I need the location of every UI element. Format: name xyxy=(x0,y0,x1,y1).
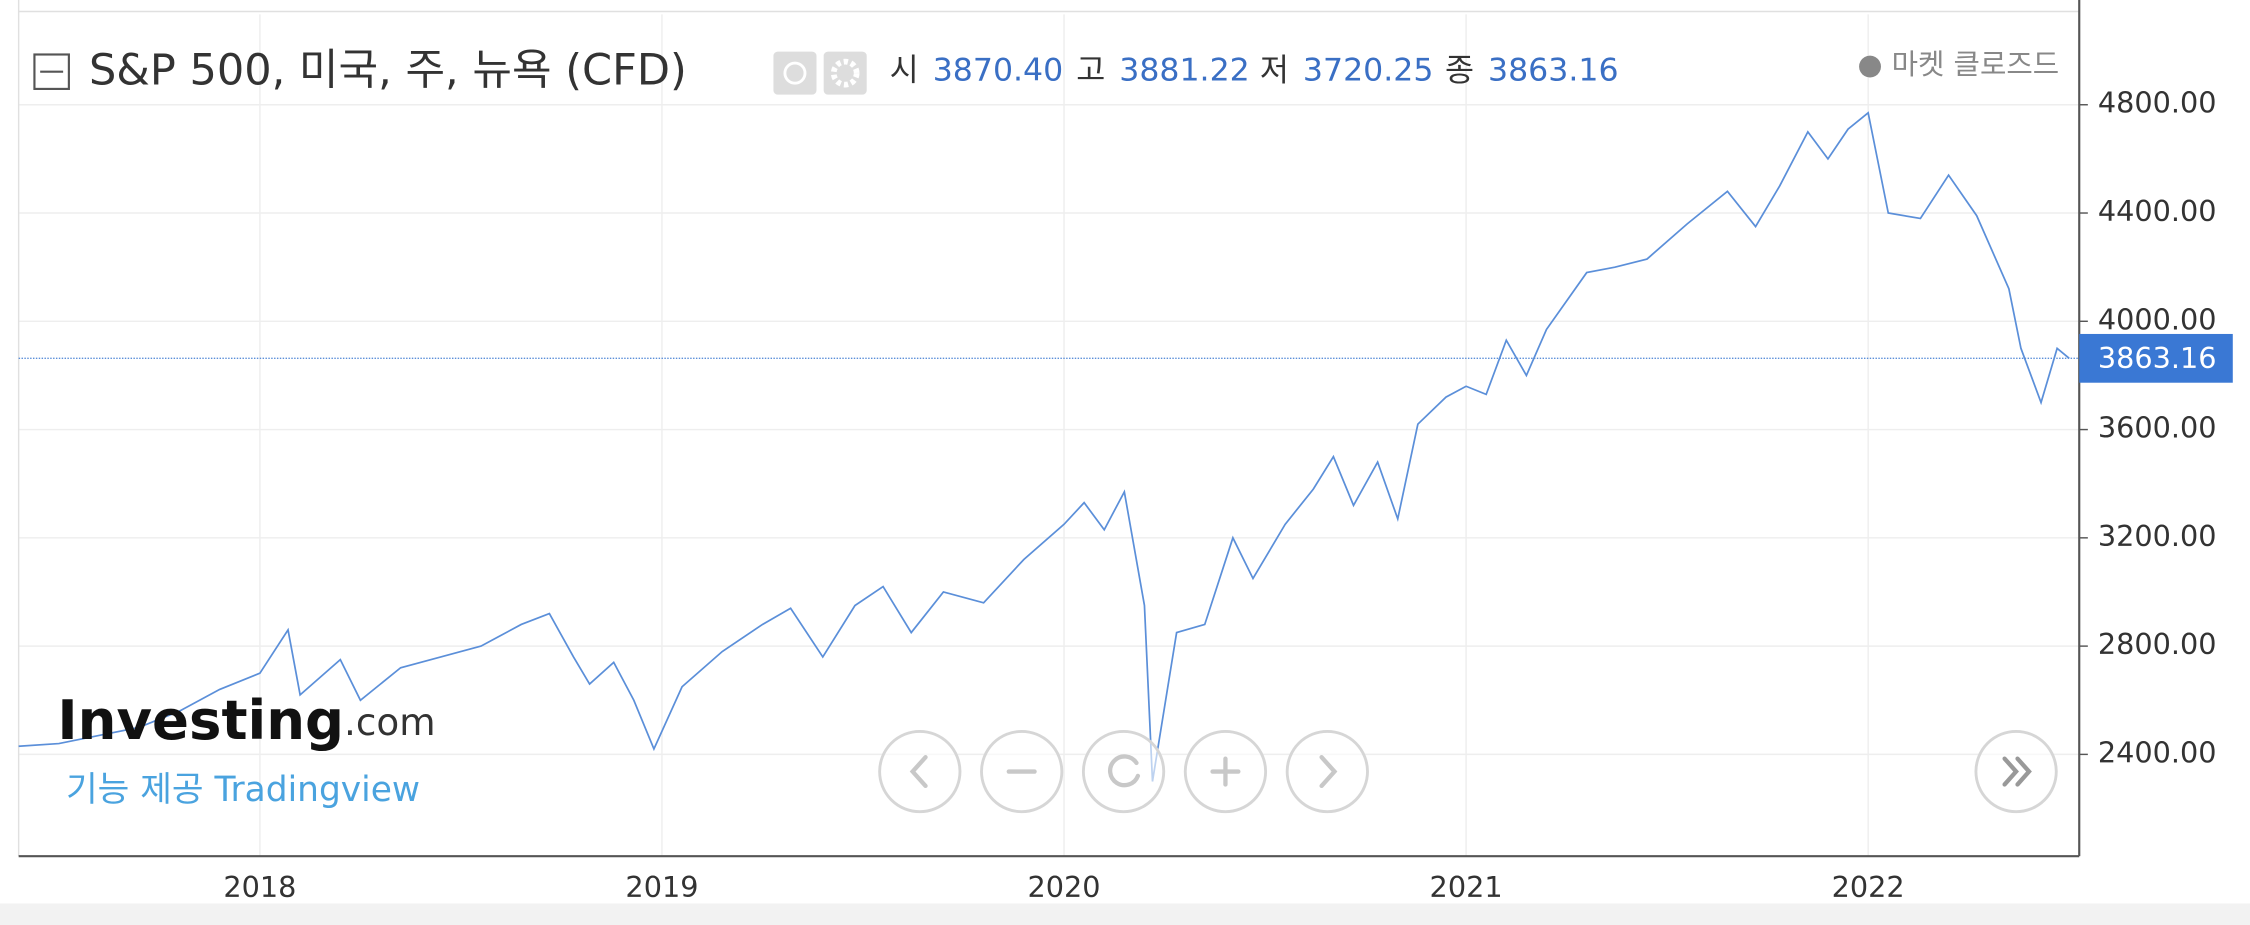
x-tick-label: 2021 xyxy=(1430,870,1503,904)
reset-icon xyxy=(1107,754,1141,788)
y-tick-label: 4000.00 xyxy=(2098,302,2217,336)
visibility-button[interactable] xyxy=(773,51,817,95)
x-tick-label: 2020 xyxy=(1028,870,1101,904)
plus-icon xyxy=(1210,756,1241,787)
symbol-title: S&P 500, 미국, 주, 뉴욕 (CFD) xyxy=(89,46,687,96)
ohlc-label: 시 xyxy=(890,53,919,89)
x-tick-label: 2022 xyxy=(1832,870,1905,904)
y-tick-label: 4800.00 xyxy=(2098,86,2217,120)
ohlc-label: 종 xyxy=(1445,53,1474,89)
left-icon xyxy=(909,755,928,789)
footer-band xyxy=(0,903,2250,925)
scroll-right-button[interactable] xyxy=(1285,729,1369,814)
ohlc-value: 3720.25 xyxy=(1303,53,1434,89)
eye-icon xyxy=(783,61,807,85)
logo-main: Investing xyxy=(57,688,344,752)
collapse-icon[interactable] xyxy=(33,53,70,90)
y-tick-label: 3200.00 xyxy=(2098,519,2217,553)
scroll-left-button[interactable] xyxy=(878,729,962,814)
ohlc: 시 3870.40 고 3881.22 저 3720.25 종 3863.16 xyxy=(890,53,1619,89)
plot-area: 2018 2019 2020 2021 2022 2400.00 2800.00 3200.0… xyxy=(17,0,2233,904)
logo: Investing.com xyxy=(57,688,435,752)
reset-button[interactable] xyxy=(1081,729,1166,814)
ohlc-value: 3881.22 xyxy=(1119,53,1250,89)
ohlc-label: 고 xyxy=(1076,53,1105,89)
y-tick-label: 4400.00 xyxy=(2098,194,2217,228)
y-tick-label: 2800.00 xyxy=(2098,627,2217,661)
ohlc-label: 저 xyxy=(1260,53,1289,89)
last-price-label: 3863.16 xyxy=(2098,341,2217,375)
market-status: ● 마켓 클로즈드 xyxy=(1857,47,2059,81)
ohlc-value: 3863.16 xyxy=(1488,53,1619,89)
x-tick-label: 2018 xyxy=(223,870,296,904)
gear-icon xyxy=(830,58,860,88)
settings-button[interactable] xyxy=(823,51,867,95)
logo-suffix: .com xyxy=(344,700,436,744)
last-price-badge xyxy=(2079,333,2233,383)
ohlc-value: 3870.40 xyxy=(933,53,1064,89)
credit: 기능 제공 Tradingview xyxy=(66,770,420,810)
latest-icon xyxy=(2002,756,2032,787)
y-tick-label: 2400.00 xyxy=(2098,735,2217,769)
right-icon xyxy=(1319,755,1338,789)
y-tick-label: 3600.00 xyxy=(2098,411,2217,445)
x-tick-label: 2019 xyxy=(625,870,698,904)
